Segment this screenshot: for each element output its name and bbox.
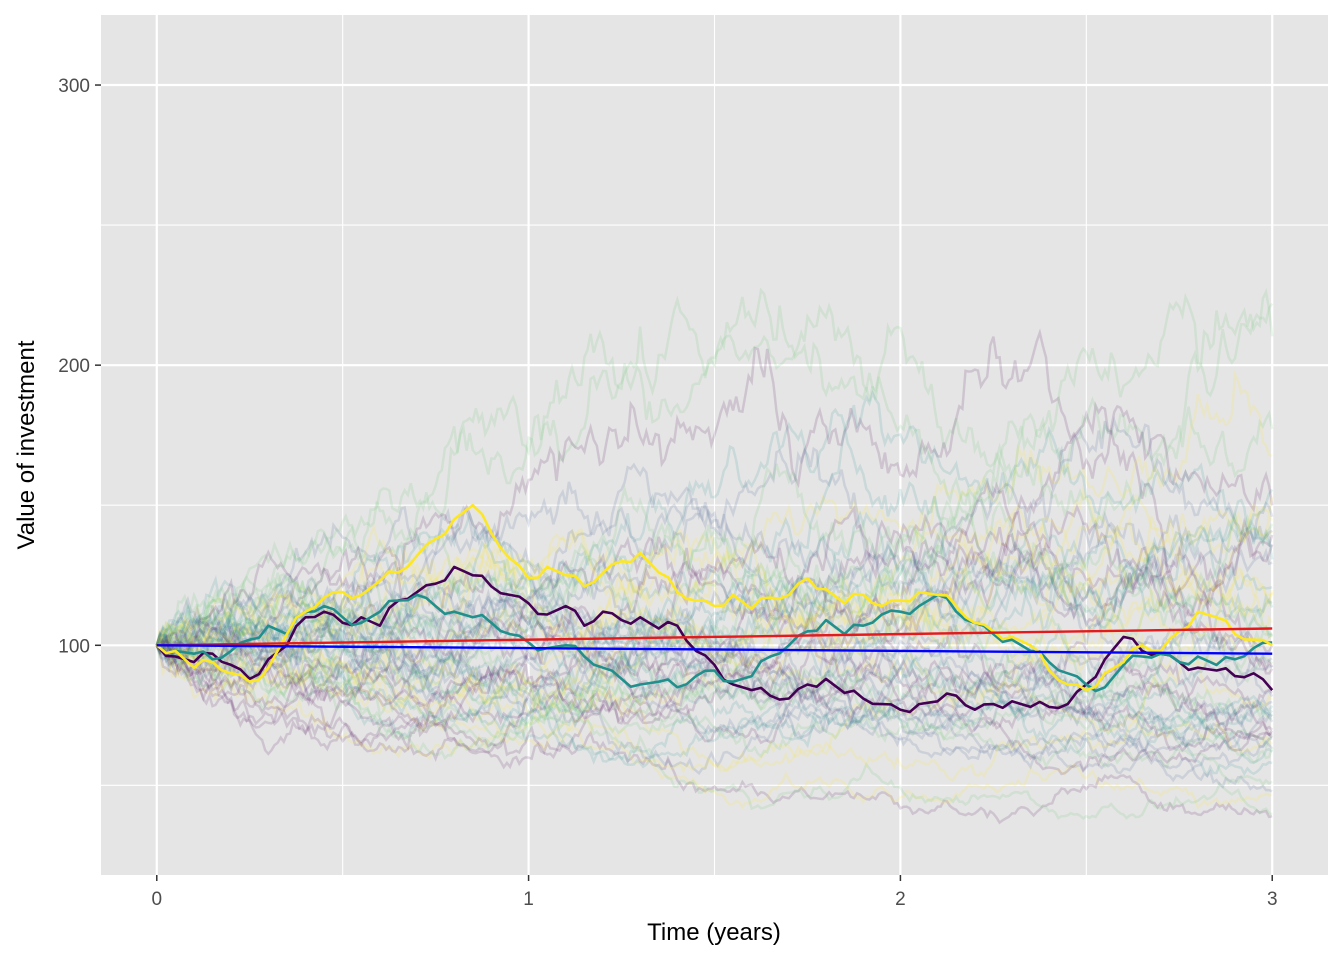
background-path [155, 295, 1274, 656]
background-path [155, 503, 1274, 729]
background-path [156, 639, 1274, 757]
background-path [155, 644, 1273, 825]
background-path [156, 607, 1273, 787]
x-tick-label: 3 [1267, 889, 1278, 910]
background-path [156, 415, 1273, 690]
background-path [155, 517, 1273, 725]
trend-line [156, 627, 1273, 647]
background-path [155, 541, 1274, 715]
background-path [155, 581, 1274, 765]
background-path [156, 637, 1273, 810]
y-tick-label: 300 [58, 76, 90, 97]
background-path [155, 446, 1273, 665]
background-path [156, 505, 1274, 755]
y-axis-title: Value of investment [13, 340, 40, 549]
background-path [156, 484, 1274, 665]
y-axis: 100 200 300 [58, 76, 101, 657]
x-tick-label: 0 [151, 889, 162, 910]
y-tick-label: 200 [58, 356, 90, 377]
background-path [155, 503, 1273, 712]
trend-line [156, 644, 1273, 655]
background-path [155, 617, 1274, 765]
background-path [155, 575, 1274, 752]
background-path [156, 616, 1273, 783]
background-path [155, 572, 1274, 751]
x-tick-label: 2 [895, 889, 906, 910]
background-path [156, 618, 1274, 776]
background-path [155, 287, 1274, 691]
highlighted-series [155, 503, 1274, 714]
background-path [155, 547, 1274, 676]
background-path [155, 510, 1274, 665]
background-path [155, 501, 1274, 674]
background-path [155, 585, 1274, 741]
background-path [155, 463, 1274, 688]
x-axis: 0 1 2 3 [151, 875, 1278, 910]
background-path [156, 532, 1274, 751]
background-path [155, 604, 1274, 769]
background-path [155, 644, 1274, 783]
background-path [155, 485, 1274, 647]
background-path [156, 514, 1274, 678]
y-tick-label: 100 [58, 636, 90, 657]
highlighted-series-line [155, 503, 1273, 692]
x-axis-title: Time (years) [647, 919, 781, 946]
background-path [155, 615, 1273, 727]
background-path [155, 369, 1273, 646]
background-path [155, 488, 1274, 739]
background-path [155, 551, 1274, 764]
background-path [155, 513, 1273, 684]
background-path [155, 630, 1274, 775]
trend-lines [156, 627, 1273, 655]
highlighted-series-line [155, 593, 1273, 693]
background-path [155, 407, 1274, 671]
minor-grid [101, 15, 1328, 875]
background-path [155, 618, 1273, 821]
background-path [155, 536, 1274, 734]
background-path [155, 328, 1274, 653]
background-path [155, 401, 1274, 729]
background-path [155, 539, 1274, 753]
background-path [155, 496, 1274, 713]
background-path [155, 389, 1273, 665]
background-path [155, 619, 1273, 737]
x-tick-label: 1 [523, 889, 534, 910]
